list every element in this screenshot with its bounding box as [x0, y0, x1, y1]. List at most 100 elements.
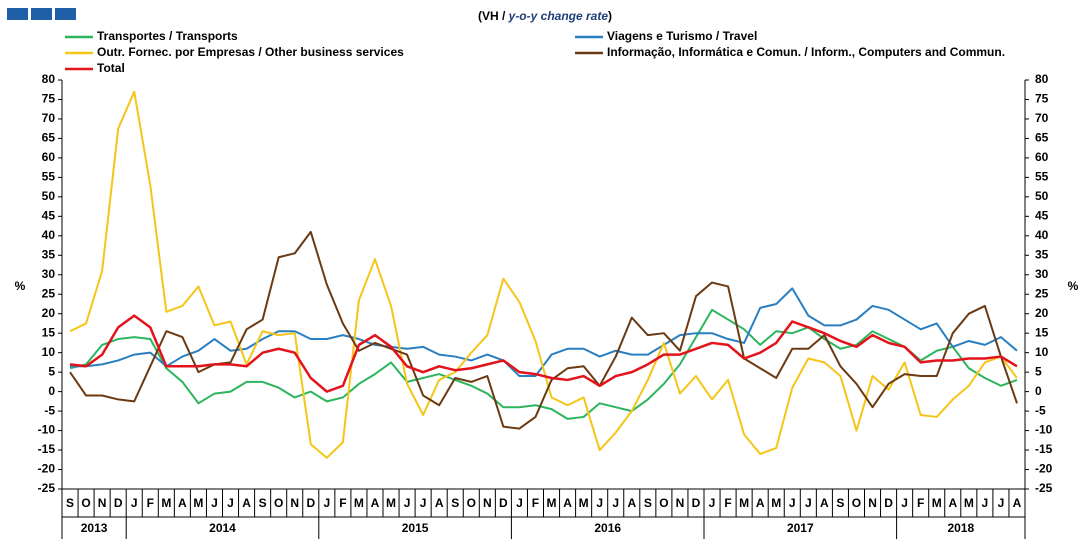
y2-tick-label: 45	[1035, 209, 1049, 223]
y-tick-label: -25	[38, 481, 56, 495]
x-tick-label: N	[868, 496, 877, 510]
y2-tick-label: -5	[1035, 403, 1046, 417]
y2-tick-label: 55	[1035, 170, 1049, 184]
y2-tick-label: 10	[1035, 345, 1049, 359]
x-tick-label: A	[948, 496, 957, 510]
year-label: 2017	[787, 521, 814, 535]
y2-tick-label: 75	[1035, 92, 1049, 106]
legend-label: Viagens e Turismo / Travel	[607, 29, 757, 43]
legend-label: Total	[97, 61, 125, 75]
y-tick-label: 15	[42, 325, 56, 339]
x-tick-label: A	[242, 496, 251, 510]
y-tick-label: 5	[48, 364, 55, 378]
legend-label: Transportes / Transports	[97, 29, 238, 43]
y-tick-label: 45	[42, 209, 56, 223]
y-axis-label: %	[15, 279, 26, 293]
x-tick-label: J	[420, 496, 427, 510]
x-tick-label: D	[114, 496, 123, 510]
x-tick-label: D	[306, 496, 315, 510]
x-tick-label: F	[147, 496, 154, 510]
y2-tick-label: 30	[1035, 267, 1049, 281]
title-part: y-o-y change rate	[508, 9, 609, 23]
y2-tick-label: 50	[1035, 189, 1049, 203]
y-tick-label: 60	[42, 150, 56, 164]
x-tick-label: O	[467, 496, 476, 510]
y-tick-label: 80	[42, 72, 56, 86]
x-tick-label: A	[820, 496, 829, 510]
x-tick-label: J	[709, 496, 716, 510]
x-tick-label: O	[852, 496, 861, 510]
x-tick-label: J	[998, 496, 1005, 510]
y-tick-label: 20	[42, 306, 56, 320]
x-tick-label: N	[676, 496, 685, 510]
y2-axis-label: %	[1068, 279, 1079, 293]
x-tick-label: N	[290, 496, 299, 510]
y-tick-label: 65	[42, 131, 56, 145]
year-label: 2015	[402, 521, 429, 535]
x-tick-label: A	[371, 496, 380, 510]
x-tick-label: J	[323, 496, 330, 510]
x-tick-label: S	[451, 496, 459, 510]
y2-tick-label: 40	[1035, 228, 1049, 242]
y-tick-label: 0	[48, 384, 55, 398]
y2-tick-label: 5	[1035, 364, 1042, 378]
x-tick-label: S	[259, 496, 267, 510]
y2-tick-label: 65	[1035, 131, 1049, 145]
y2-tick-label: 80	[1035, 72, 1049, 86]
logo-block	[7, 8, 28, 20]
year-label: 2018	[947, 521, 974, 535]
x-tick-label: J	[227, 496, 234, 510]
y-tick-label: 30	[42, 267, 56, 281]
x-tick-label: F	[532, 496, 539, 510]
x-tick-label: M	[193, 496, 203, 510]
y2-tick-label: 60	[1035, 150, 1049, 164]
x-tick-label: M	[547, 496, 557, 510]
year-label: 2014	[209, 521, 236, 535]
x-tick-label: M	[579, 496, 589, 510]
legend-label: Informação, Informática e Comun. / Infor…	[607, 45, 1005, 59]
x-tick-label: M	[386, 496, 396, 510]
x-tick-label: S	[66, 496, 74, 510]
y-tick-label: -5	[44, 403, 55, 417]
x-tick-label: A	[435, 496, 444, 510]
year-label: 2016	[594, 521, 621, 535]
x-tick-label: A	[756, 496, 765, 510]
y-tick-label: -15	[38, 442, 56, 456]
y2-tick-label: 20	[1035, 306, 1049, 320]
y-tick-label: 25	[42, 286, 56, 300]
x-tick-label: N	[98, 496, 107, 510]
x-tick-label: M	[354, 496, 364, 510]
series-line	[69, 314, 1018, 393]
y-tick-label: 55	[42, 170, 56, 184]
y2-tick-label: -15	[1035, 442, 1053, 456]
chart-title: (VH / y-o-y change rate)	[478, 9, 612, 23]
y-tick-label: 10	[42, 345, 56, 359]
x-tick-label: M	[932, 496, 942, 510]
x-tick-label: S	[836, 496, 844, 510]
series-line	[69, 230, 1018, 430]
y-tick-label: 40	[42, 228, 56, 242]
y2-tick-label: -10	[1035, 423, 1053, 437]
series-line	[69, 90, 1018, 459]
series-line	[70, 287, 1018, 378]
x-tick-label: S	[644, 496, 652, 510]
x-tick-label: M	[161, 496, 171, 510]
x-tick-label: O	[274, 496, 283, 510]
y2-tick-label: -20	[1035, 462, 1053, 476]
year-label: 2013	[81, 521, 108, 535]
x-tick-label: J	[211, 496, 218, 510]
y-tick-label: 70	[42, 111, 56, 125]
x-tick-label: D	[884, 496, 893, 510]
x-tick-label: O	[659, 496, 668, 510]
x-tick-label: J	[131, 496, 138, 510]
x-tick-label: J	[789, 496, 796, 510]
x-tick-label: O	[81, 496, 90, 510]
y2-tick-label: -25	[1035, 481, 1053, 495]
y-tick-label: 75	[42, 92, 56, 106]
x-tick-label: A	[627, 496, 636, 510]
y2-tick-label: 70	[1035, 111, 1049, 125]
x-tick-label: J	[516, 496, 523, 510]
y2-tick-label: 35	[1035, 247, 1049, 261]
y2-tick-label: 15	[1035, 325, 1049, 339]
